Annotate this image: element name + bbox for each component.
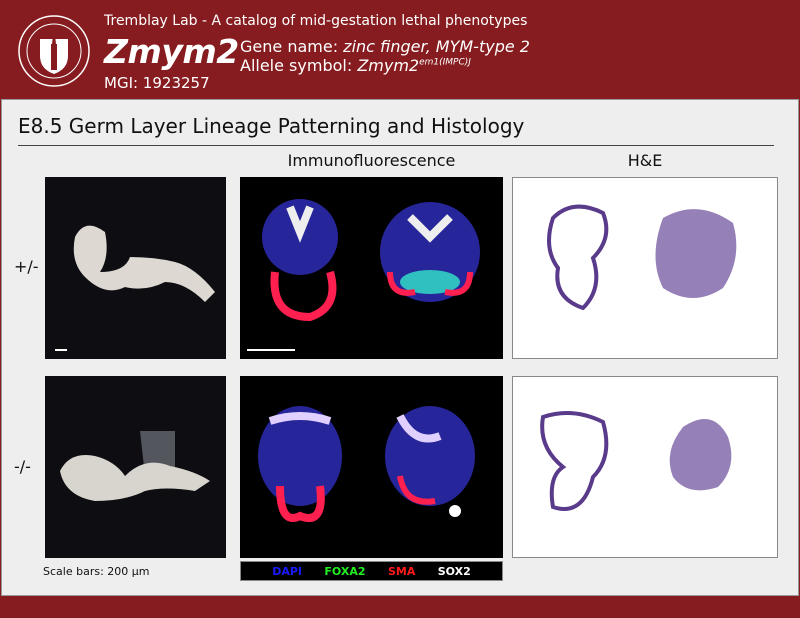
channel-legend: DAPI FOXA2 SMA SOX2 [240,561,503,581]
allele-label: Allele symbol: [240,56,358,75]
brightfield-image-het [45,177,226,359]
university-seal-logo [18,15,90,87]
allele-symbol: Allele symbol: Zmym2em1(IMPC)J [240,56,471,75]
scale-bar-note: Scale bars: 200 µm [43,565,150,578]
header: Tremblay Lab - A catalog of mid-gestatio… [0,0,800,98]
lab-title: Tremblay Lab - A catalog of mid-gestatio… [104,13,528,29]
legend-sma: SMA [387,564,416,578]
he-image-ko [512,376,778,558]
row-label-het: +/- [14,257,39,276]
column-header-he: H&E [627,151,663,170]
immunofluorescence-image-het [240,177,503,359]
legend-dapi: DAPI [272,564,303,578]
immunofluorescence-image-ko [240,376,503,558]
mgi-id: MGI: 1923257 [104,74,210,92]
legend-foxa2: FOXA2 [324,564,366,578]
allele-base: Zmym2 [357,56,420,75]
brightfield-image-ko [45,376,226,558]
legend-sox2: SOX2 [437,564,471,578]
gene-name: Gene name: zinc finger, MYM-type 2 [240,37,530,56]
he-image-het [512,177,778,359]
gene-symbol: Zmym2 [104,32,239,71]
divider [18,145,774,146]
column-header-if: Immunofluorescence [287,151,456,170]
gene-name-label: Gene name: [240,37,344,56]
row-label-ko: -/- [14,457,31,476]
section-title: E8.5 Germ Layer Lineage Patterning and H… [18,114,525,138]
gene-name-value: zinc finger, MYM-type 2 [343,37,530,56]
allele-superscript: em1(IMPC)J [419,57,471,68]
